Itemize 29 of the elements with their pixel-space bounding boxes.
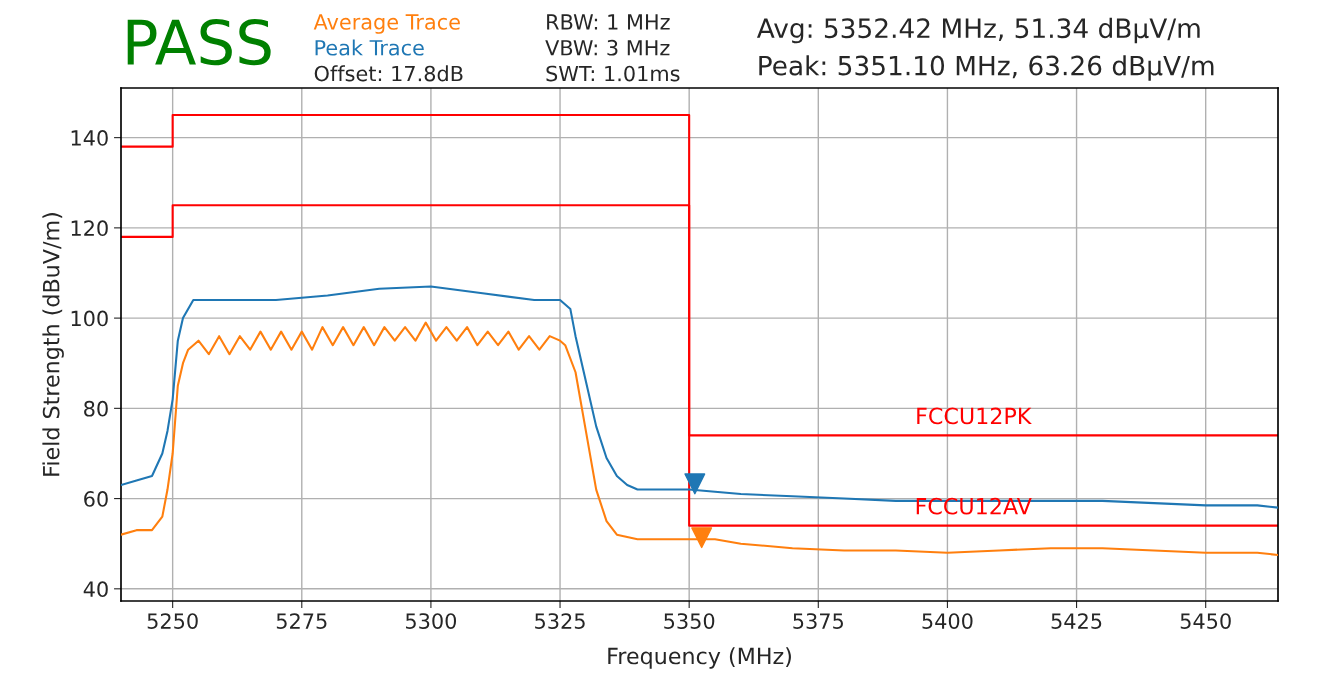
x-tick-label: 5250 <box>147 613 198 629</box>
line-series <box>121 321 1278 557</box>
chart-title: PASS <box>127 19 271 66</box>
y-tick-label: 80 <box>84 400 108 417</box>
text: Peak: 5351.10 MHz, 63.26 dBμV/m <box>759 55 1214 81</box>
x-tick-label: 5300 <box>406 613 457 629</box>
annotation: FCCU12AV <box>916 497 1032 515</box>
x-tick-label: 5400 <box>922 613 973 629</box>
y-axis-title: Field Strength (dBuV/m) <box>42 213 64 476</box>
text: RBW: 1 MHz <box>547 14 670 30</box>
x-tick-label: 5375 <box>793 613 843 629</box>
text: SWT: 1.01ms <box>546 65 680 82</box>
y-tick-label: 100 <box>71 310 108 327</box>
x-tick-label: 5450 <box>1180 613 1231 629</box>
y-tick-label: 40 <box>83 581 108 598</box>
x-tick-label: 5350 <box>664 613 715 629</box>
x-tick-label: 5425 <box>1051 613 1102 629</box>
annotation: FCCU12PK <box>917 407 1032 425</box>
y-tick-label: 120 <box>71 220 108 237</box>
x-axis-title: Frequency (MHz) <box>608 647 791 669</box>
x-tick-label: 5325 <box>535 613 585 629</box>
text: Offset: 17.8dB <box>314 65 463 82</box>
text: VBW: 3 MHz <box>545 39 670 56</box>
y-tick-label: 60 <box>84 491 108 507</box>
text: Average Trace <box>313 14 460 34</box>
y-tick-label: 140 <box>71 130 108 146</box>
text: Avg: 5352.42 MHz, 51.34 dBμV/m <box>756 17 1200 44</box>
x-tick-label: 5275 <box>276 613 327 629</box>
text: Peak Trace <box>315 39 424 56</box>
